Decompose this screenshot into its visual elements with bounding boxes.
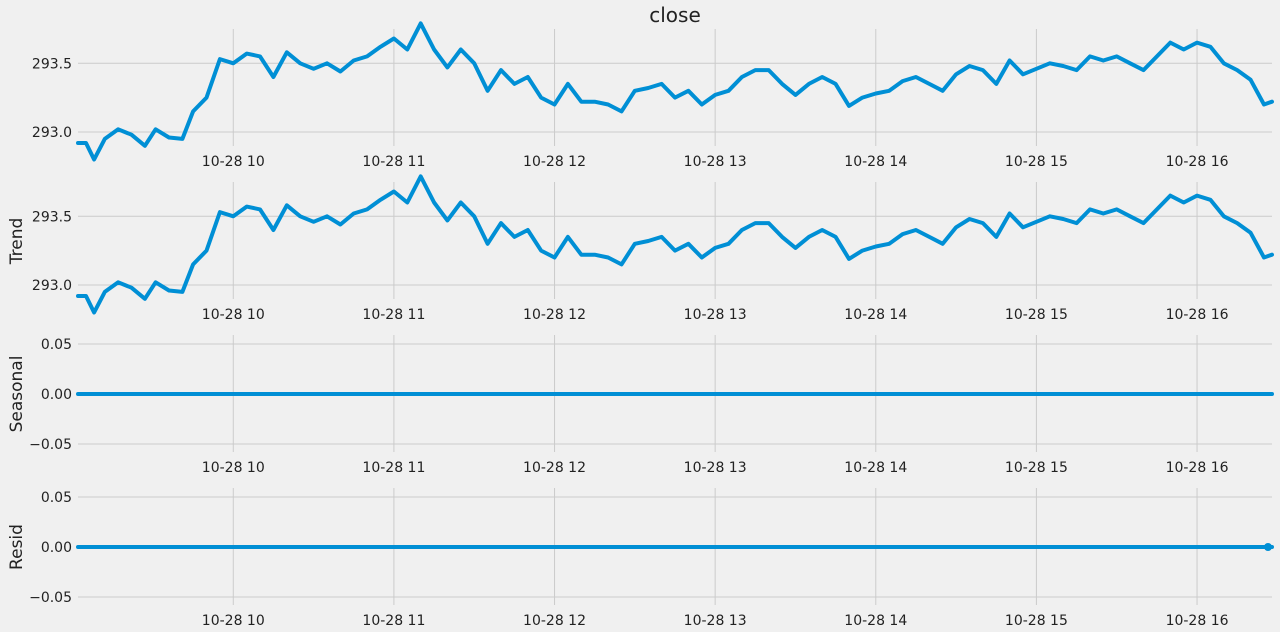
- x-tick-label: 10-28 12: [523, 154, 586, 170]
- x-tick-label: 10-28 10: [202, 460, 265, 476]
- y-axis-label: Seasonal: [7, 356, 27, 433]
- x-tick-label: 10-28 10: [202, 307, 265, 323]
- x-tick-label: 10-28 15: [1005, 460, 1068, 476]
- x-tick-label: 10-28 12: [523, 460, 586, 476]
- y-axis-label: Resid: [7, 524, 27, 570]
- y-tick-label: 293.0: [32, 125, 72, 141]
- x-tick-label: 10-28 13: [684, 460, 747, 476]
- x-tick-label: 10-28 10: [202, 154, 265, 170]
- y-tick-label: 293.5: [32, 56, 72, 72]
- x-tick-label: 10-28 15: [1005, 613, 1068, 629]
- x-tick-label: 10-28 15: [1005, 154, 1068, 170]
- panel-2: 10-28 10 10-28 11 10-28 12 10-28 13 10-28 14…: [7, 174, 1274, 323]
- x-tick-label: 10-28 13: [684, 613, 747, 629]
- y-tick-label: 0.00: [41, 387, 72, 403]
- resid-point: [1264, 543, 1272, 551]
- series-line: [76, 174, 1274, 315]
- y-tick-label: −0.05: [29, 437, 72, 453]
- x-tick-label: 10-28 16: [1166, 154, 1229, 170]
- x-tick-label: 10-28 14: [844, 460, 907, 476]
- x-tick-label: 10-28 12: [523, 307, 586, 323]
- y-tick-label: 293.5: [32, 209, 72, 225]
- x-tick-label: 10-28 16: [1166, 460, 1229, 476]
- x-tick-label: 10-28 14: [844, 307, 907, 323]
- x-tick-label: 10-28 15: [1005, 307, 1068, 323]
- x-tick-label: 10-28 12: [523, 613, 586, 629]
- y-tick-label: −0.05: [29, 590, 72, 606]
- x-tick-label: 10-28 16: [1166, 613, 1229, 629]
- panel-1: 10-28 10 10-28 11 10-28 12 10-28 13 10-28 14…: [32, 3, 1274, 170]
- x-tick-label: 10-28 11: [362, 307, 425, 323]
- panel-3: 10-28 10 10-28 11 10-28 12 10-28 13 10-28 14…: [7, 335, 1274, 476]
- chart-title: close: [649, 3, 701, 27]
- y-tick-label: 0.05: [41, 490, 72, 506]
- y-tick-label: 0.05: [41, 337, 72, 353]
- series-line: [76, 21, 1274, 162]
- x-tick-label: 10-28 13: [684, 154, 747, 170]
- y-tick-label: 293.0: [32, 278, 72, 294]
- panel-4: 10-28 10 10-28 11 10-28 12 10-28 13 10-28 14…: [7, 488, 1274, 629]
- x-tick-label: 10-28 14: [844, 154, 907, 170]
- x-tick-label: 10-28 11: [362, 154, 425, 170]
- y-tick-label: 0.00: [41, 540, 72, 556]
- x-tick-label: 10-28 10: [202, 613, 265, 629]
- x-tick-label: 10-28 11: [362, 613, 425, 629]
- x-tick-label: 10-28 11: [362, 460, 425, 476]
- y-axis-label: Trend: [7, 218, 27, 266]
- x-tick-label: 10-28 14: [844, 613, 907, 629]
- x-tick-label: 10-28 13: [684, 307, 747, 323]
- x-tick-label: 10-28 16: [1166, 307, 1229, 323]
